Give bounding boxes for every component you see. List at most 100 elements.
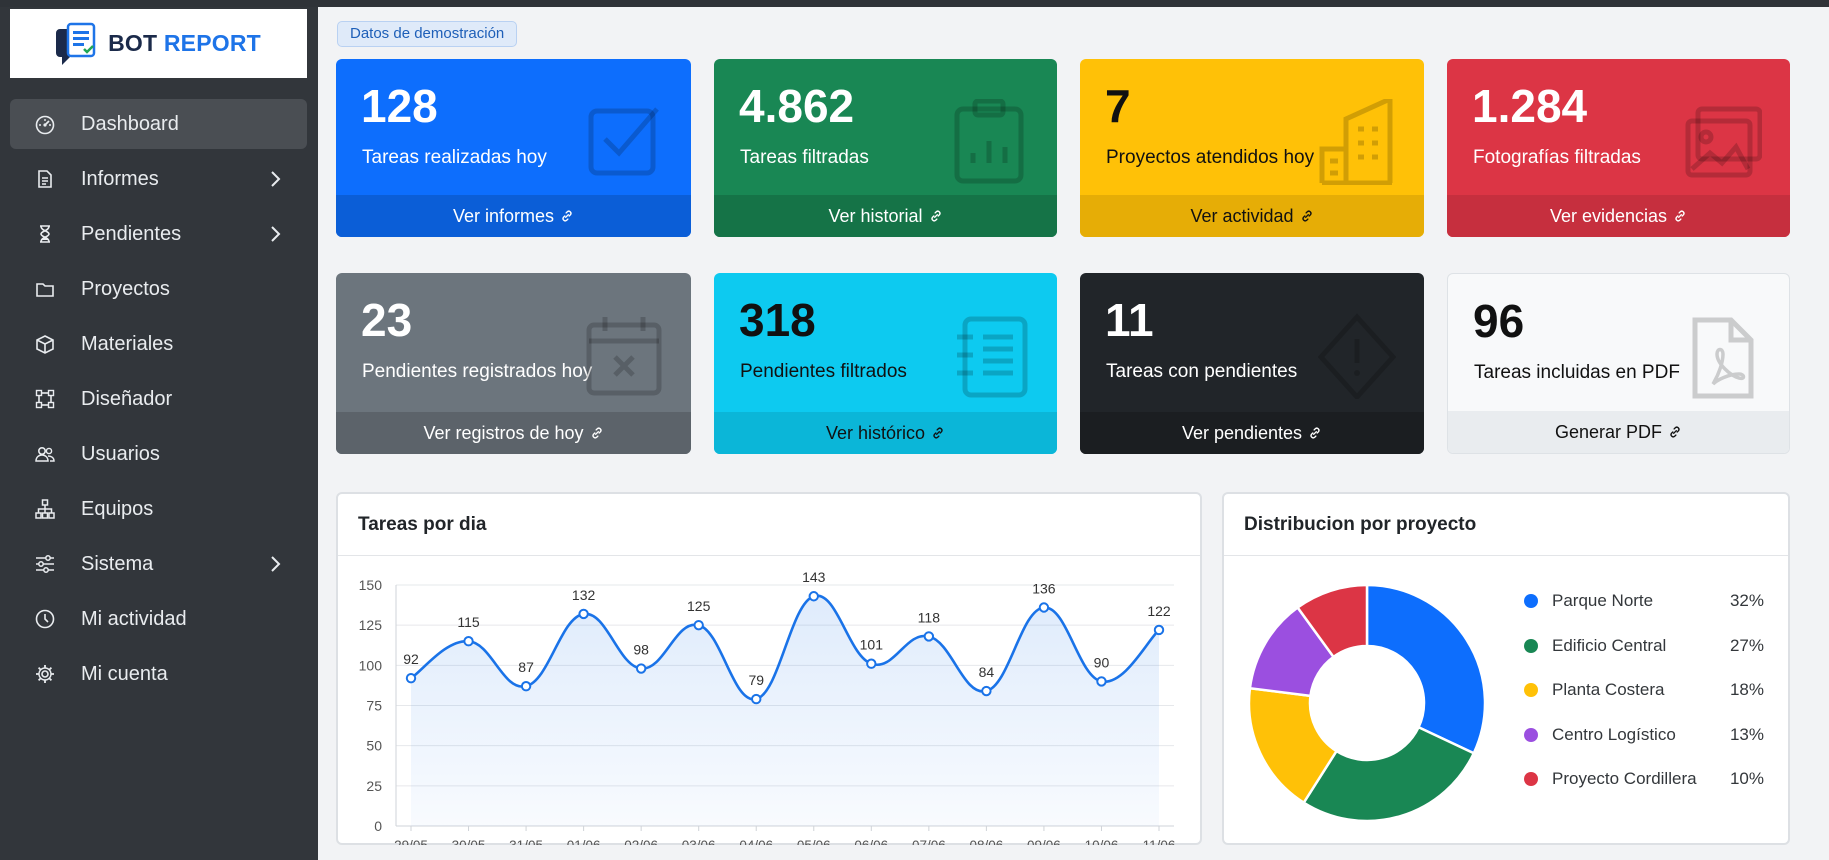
legend-percent: 32% xyxy=(1729,591,1764,611)
brand-name: BOT REPORT xyxy=(108,30,261,57)
sidebar-item-label: Diseñador xyxy=(81,387,173,410)
stat-card-link[interactable]: Ver evidencias xyxy=(1447,195,1790,237)
data-point xyxy=(520,681,532,692)
data-label: 136 xyxy=(1032,580,1056,596)
stat-card-link-label[interactable]: Ver registros de hoy xyxy=(423,422,584,443)
sidebar-item-dashboard[interactable]: Dashboard xyxy=(10,99,307,149)
check-square-icon xyxy=(588,107,659,176)
x-tick-label: 04/06 xyxy=(739,838,773,845)
folder-icon xyxy=(34,278,56,300)
document-icon xyxy=(34,168,56,190)
stat-card-link-label[interactable]: Ver histórico xyxy=(825,422,926,443)
stat-card-label: Pendientes registrados hoy xyxy=(362,361,593,382)
legend-item: Proyecto Cordillera 10% xyxy=(1524,757,1764,802)
sidebar-item-disenador[interactable]: Diseñador xyxy=(10,374,307,424)
data-point xyxy=(1096,676,1107,687)
sidebar-item-mi-actividad[interactable]: Mi actividad xyxy=(10,594,307,644)
people-icon xyxy=(34,443,56,465)
tasks-per-day-title: Tareas por dia xyxy=(338,494,1200,556)
sidebar-item-label: Materiales xyxy=(81,332,174,355)
stat-card-link[interactable]: Ver histórico xyxy=(714,412,1057,454)
sidebar-item-label: Usuarios xyxy=(81,442,160,465)
project-distribution-title: Distribucion por proyecto xyxy=(1224,494,1788,556)
stat-card-link-label[interactable]: Generar PDF xyxy=(1554,421,1663,442)
sidebar-item-label: Dashboard xyxy=(81,112,179,135)
link-icon xyxy=(562,210,572,222)
brand-logo[interactable]: BOT REPORT xyxy=(10,9,307,78)
legend-percent: 13% xyxy=(1729,724,1764,744)
stat-card-value: 96 xyxy=(1473,295,1525,347)
clock-icon xyxy=(34,608,56,630)
x-tick-label: 06/06 xyxy=(854,838,888,845)
stat-card-link-label[interactable]: Ver actividad xyxy=(1190,205,1294,226)
stat-card-link[interactable]: Ver historial xyxy=(714,195,1057,237)
y-tick-label: 50 xyxy=(366,738,382,754)
stat-card-fotografias-filtradas: 1.284 Fotografías filtradas Ver evidencias xyxy=(1447,59,1790,237)
data-label: 98 xyxy=(633,642,649,658)
legend-item: Planta Costera 18% xyxy=(1524,668,1764,713)
stat-card-link[interactable]: Ver informes xyxy=(336,195,691,237)
data-point xyxy=(1038,602,1050,613)
y-tick-label: 100 xyxy=(359,657,383,673)
chevron-right-icon[interactable] xyxy=(265,554,285,574)
speedometer-icon xyxy=(34,113,56,135)
demo-data-badge: Datos de demostración xyxy=(337,21,518,47)
brand-name-part2: REPORT xyxy=(163,30,261,56)
data-label: 79 xyxy=(748,672,764,688)
stat-card-tareas-incluidas-en-pdf: 96 Tareas incluidas en PDF Generar PDF xyxy=(1447,273,1790,454)
sidebar-item-informes[interactable]: Informes xyxy=(10,154,307,204)
data-label: 101 xyxy=(860,637,884,653)
stat-card-label: Fotografías filtradas xyxy=(1473,147,1641,168)
sidebar-item-label: Pendientes xyxy=(81,222,182,245)
sidebar-item-label: Informes xyxy=(81,167,159,190)
sidebar-item-label: Equipos xyxy=(81,497,154,520)
legend-percent: 10% xyxy=(1729,769,1764,789)
chevron-right-icon[interactable] xyxy=(265,224,285,244)
x-tick-label: 05/06 xyxy=(797,838,831,845)
images-icon xyxy=(1685,106,1762,178)
x-tick-label: 30/05 xyxy=(452,838,486,845)
link-icon xyxy=(1310,427,1320,439)
legend-item: Centro Logístico 13% xyxy=(1524,713,1764,758)
data-point xyxy=(808,591,819,602)
sidebar-item-label: Mi cuenta xyxy=(81,662,168,685)
stat-card-link-label[interactable]: Ver pendientes xyxy=(1181,422,1303,443)
bounding-box-icon xyxy=(34,388,56,410)
stat-card-value: 7 xyxy=(1105,80,1131,132)
sidebar-item-usuarios[interactable]: Usuarios xyxy=(10,429,307,479)
sidebar-item-pendientes[interactable]: Pendientes xyxy=(10,209,307,259)
sidebar-item-mi-cuenta[interactable]: Mi cuenta xyxy=(10,649,307,699)
stat-card-link[interactable]: Ver actividad xyxy=(1080,195,1424,237)
stat-card-link[interactable]: Ver registros de hoy xyxy=(336,412,691,454)
stat-card-link-label[interactable]: Ver evidencias xyxy=(1549,205,1668,226)
sidebar-item-equipos[interactable]: Equipos xyxy=(10,484,307,534)
legend-item: Parque Norte 32% xyxy=(1524,579,1764,624)
stat-card-value: 4.862 xyxy=(739,80,855,132)
sidebar-item-materiales[interactable]: Materiales xyxy=(10,319,307,369)
stat-card-pendientes-registrados-hoy: 23 Pendientes registrados hoy Ver registro… xyxy=(336,273,691,454)
data-label: 84 xyxy=(979,664,995,680)
sidebar-item-label: Sistema xyxy=(81,552,154,575)
link-icon xyxy=(1670,426,1680,438)
donut-slice xyxy=(1365,583,1487,755)
sidebar-item-sistema[interactable]: Sistema xyxy=(10,539,307,589)
x-tick-label: 10/06 xyxy=(1085,838,1119,845)
stat-card-link[interactable]: Ver pendientes xyxy=(1080,412,1424,454)
link-icon xyxy=(933,427,943,439)
link-icon xyxy=(591,427,602,439)
chevron-right-icon[interactable] xyxy=(265,169,285,189)
stat-card-link-label[interactable]: Ver historial xyxy=(828,205,923,226)
legend-swatch xyxy=(1524,638,1538,653)
stat-card-link-label[interactable]: Ver informes xyxy=(452,205,555,226)
sidebar-item-proyectos[interactable]: Proyectos xyxy=(10,264,307,314)
data-point xyxy=(981,685,992,697)
brand-name-part1: BOT xyxy=(108,30,158,56)
sidebar-nav: Dashboard Informes Pendientes Proyectos Mate… xyxy=(10,99,307,704)
series-line xyxy=(410,594,1160,701)
stat-card-link[interactable]: Generar PDF xyxy=(1448,411,1789,453)
link-icon xyxy=(1301,210,1312,222)
data-label: 92 xyxy=(403,651,419,667)
sidebar: BOT REPORT Dashboard Informes Pendientes Pr… xyxy=(0,7,318,860)
legend-swatch xyxy=(1524,727,1538,742)
x-tick-label: 03/06 xyxy=(682,838,716,845)
